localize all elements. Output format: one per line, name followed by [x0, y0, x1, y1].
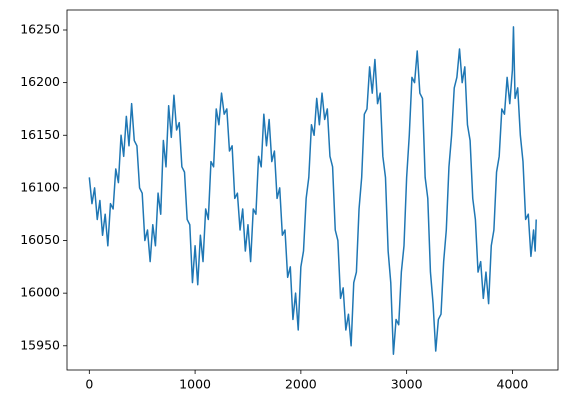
data-line — [88, 26, 537, 355]
x-tick-label: 4000 — [497, 377, 529, 392]
y-tick-label: 16200 — [20, 74, 60, 89]
y-tick-label: 16100 — [20, 179, 60, 194]
x-tick-label: 0 — [85, 377, 93, 392]
y-tick-label: 16150 — [20, 127, 60, 142]
x-tick-label: 2000 — [285, 377, 317, 392]
y-tick-label: 16000 — [20, 285, 60, 300]
y-tick-label: 15950 — [20, 337, 60, 352]
x-tick-label: 3000 — [391, 377, 423, 392]
axes-frame — [66, 9, 559, 371]
x-tick-label: 1000 — [179, 377, 211, 392]
y-tick-label: 16050 — [20, 232, 60, 247]
y-tick-label: 16250 — [20, 22, 60, 37]
